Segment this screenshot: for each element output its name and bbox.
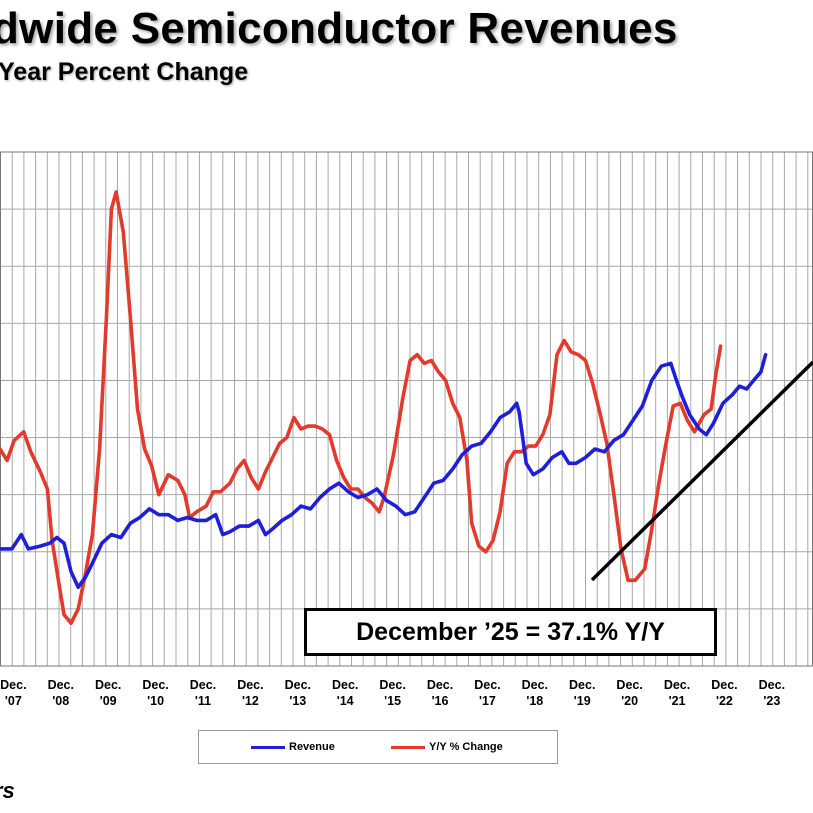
series-line-yoy-change: [0, 190, 723, 626]
x-tick-month: Dec.: [48, 678, 74, 692]
x-tick-month: Dec.: [0, 678, 26, 692]
annotation-text: December ’25 = 37.1% Y/Y: [356, 617, 665, 646]
x-tick-month: Dec.: [332, 678, 358, 692]
x-tick-month: Dec.: [474, 678, 500, 692]
x-tick-month: Dec.: [190, 678, 216, 692]
x-tick-year: '19: [574, 694, 591, 708]
trend-line: [590, 360, 813, 582]
legend-revenue-swatch: [251, 746, 285, 749]
x-tick-month: Dec.: [711, 678, 737, 692]
x-tick-month: Dec.: [616, 678, 642, 692]
series-layer: [0, 190, 813, 626]
x-tick-year: '20: [621, 694, 638, 708]
x-tick-year: '23: [763, 694, 780, 708]
x-tick-year: '16: [432, 694, 449, 708]
x-tick-year: '15: [384, 694, 401, 708]
x-tick-month: Dec.: [522, 678, 548, 692]
x-tick-year: '14: [337, 694, 354, 708]
legend-yoy-swatch: [391, 746, 425, 749]
legend-yoy-label: Y/Y % Change: [429, 741, 503, 753]
x-tick-month: Dec.: [285, 678, 311, 692]
series-line-revenue: [0, 352, 768, 590]
legend-revenue-label: Revenue: [289, 741, 335, 753]
x-tick-year: '07: [5, 694, 22, 708]
x-tick-year: '12: [242, 694, 259, 708]
source-fragment: rs: [0, 778, 15, 803]
x-tick-year: '09: [100, 694, 117, 708]
x-tick-month: Dec.: [379, 678, 405, 692]
x-tick-month: Dec.: [142, 678, 168, 692]
x-tick-year: '17: [479, 694, 496, 708]
chart-title: dwide Semiconductor Revenues: [0, 4, 678, 53]
x-tick-year: '22: [716, 694, 733, 708]
x-tick-month: Dec.: [95, 678, 121, 692]
x-tick-year: '10: [147, 694, 164, 708]
x-tick-year: '18: [526, 694, 543, 708]
annotation-box: December ’25 = 37.1% Y/Y: [304, 608, 717, 656]
x-tick-month: Dec.: [569, 678, 595, 692]
x-tick-year: '13: [289, 694, 306, 708]
x-tick-year: '08: [52, 694, 69, 708]
chart-subtitle: Year Percent Change: [0, 58, 249, 86]
x-tick-year: '21: [669, 694, 686, 708]
x-tick-month: Dec.: [427, 678, 453, 692]
x-tick-month: Dec.: [237, 678, 263, 692]
legend: Revenue Y/Y % Change: [198, 730, 558, 764]
x-tick-month: Dec.: [664, 678, 690, 692]
x-tick-year: '11: [195, 694, 211, 708]
x-tick-month: Dec.: [759, 678, 785, 692]
x-tick-labels: Dec. '07 Dec. '08 Dec. '09 Dec. '10 Dec. '11 Dec. '…: [0, 678, 785, 708]
